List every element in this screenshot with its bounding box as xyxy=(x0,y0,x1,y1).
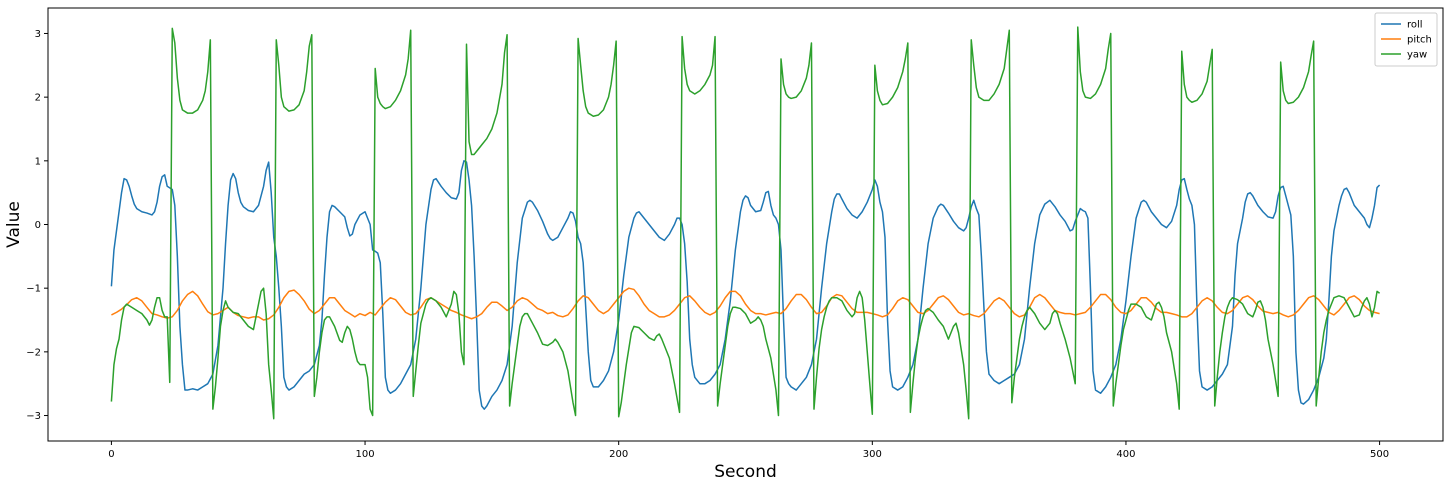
y-tick-label: 3 xyxy=(35,29,41,40)
series-line-pitch xyxy=(111,287,1380,321)
x-tick-label: 0 xyxy=(108,449,114,460)
x-tick-label: 100 xyxy=(355,449,374,460)
y-axis-title: Value xyxy=(4,201,24,248)
legend-label-pitch: pitch xyxy=(1407,35,1432,46)
legend-label-yaw: yaw xyxy=(1407,50,1427,61)
y-tick-label: −2 xyxy=(26,347,41,358)
x-tick-label: 500 xyxy=(1370,449,1389,460)
x-tick-label: 400 xyxy=(1116,449,1135,460)
series-line-yaw xyxy=(110,26,1381,420)
legend-label-roll: roll xyxy=(1407,20,1423,31)
x-tick-label: 300 xyxy=(863,449,882,460)
y-tick-label: −3 xyxy=(26,411,41,422)
y-tick-label: 1 xyxy=(35,156,41,167)
legend: roll pitch yaw xyxy=(1374,12,1438,67)
y-tick-label: 2 xyxy=(35,93,41,104)
x-tick-label: 200 xyxy=(609,449,628,460)
legend-box xyxy=(1374,12,1438,67)
y-tick-label: −1 xyxy=(26,284,41,295)
x-axis-title: Second xyxy=(714,462,777,482)
y-axis: −3 −2 −1 0 1 2 3 xyxy=(26,29,48,422)
series-layer xyxy=(110,26,1381,420)
y-tick-label: 0 xyxy=(35,220,41,231)
axes-frame xyxy=(47,7,1444,442)
x-axis: 0 100 200 300 400 500 xyxy=(108,441,1389,460)
series-line-roll xyxy=(110,160,1381,410)
